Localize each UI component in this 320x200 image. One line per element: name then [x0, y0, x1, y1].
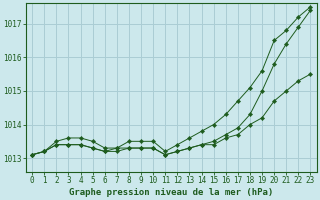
X-axis label: Graphe pression niveau de la mer (hPa): Graphe pression niveau de la mer (hPa)	[69, 188, 274, 197]
